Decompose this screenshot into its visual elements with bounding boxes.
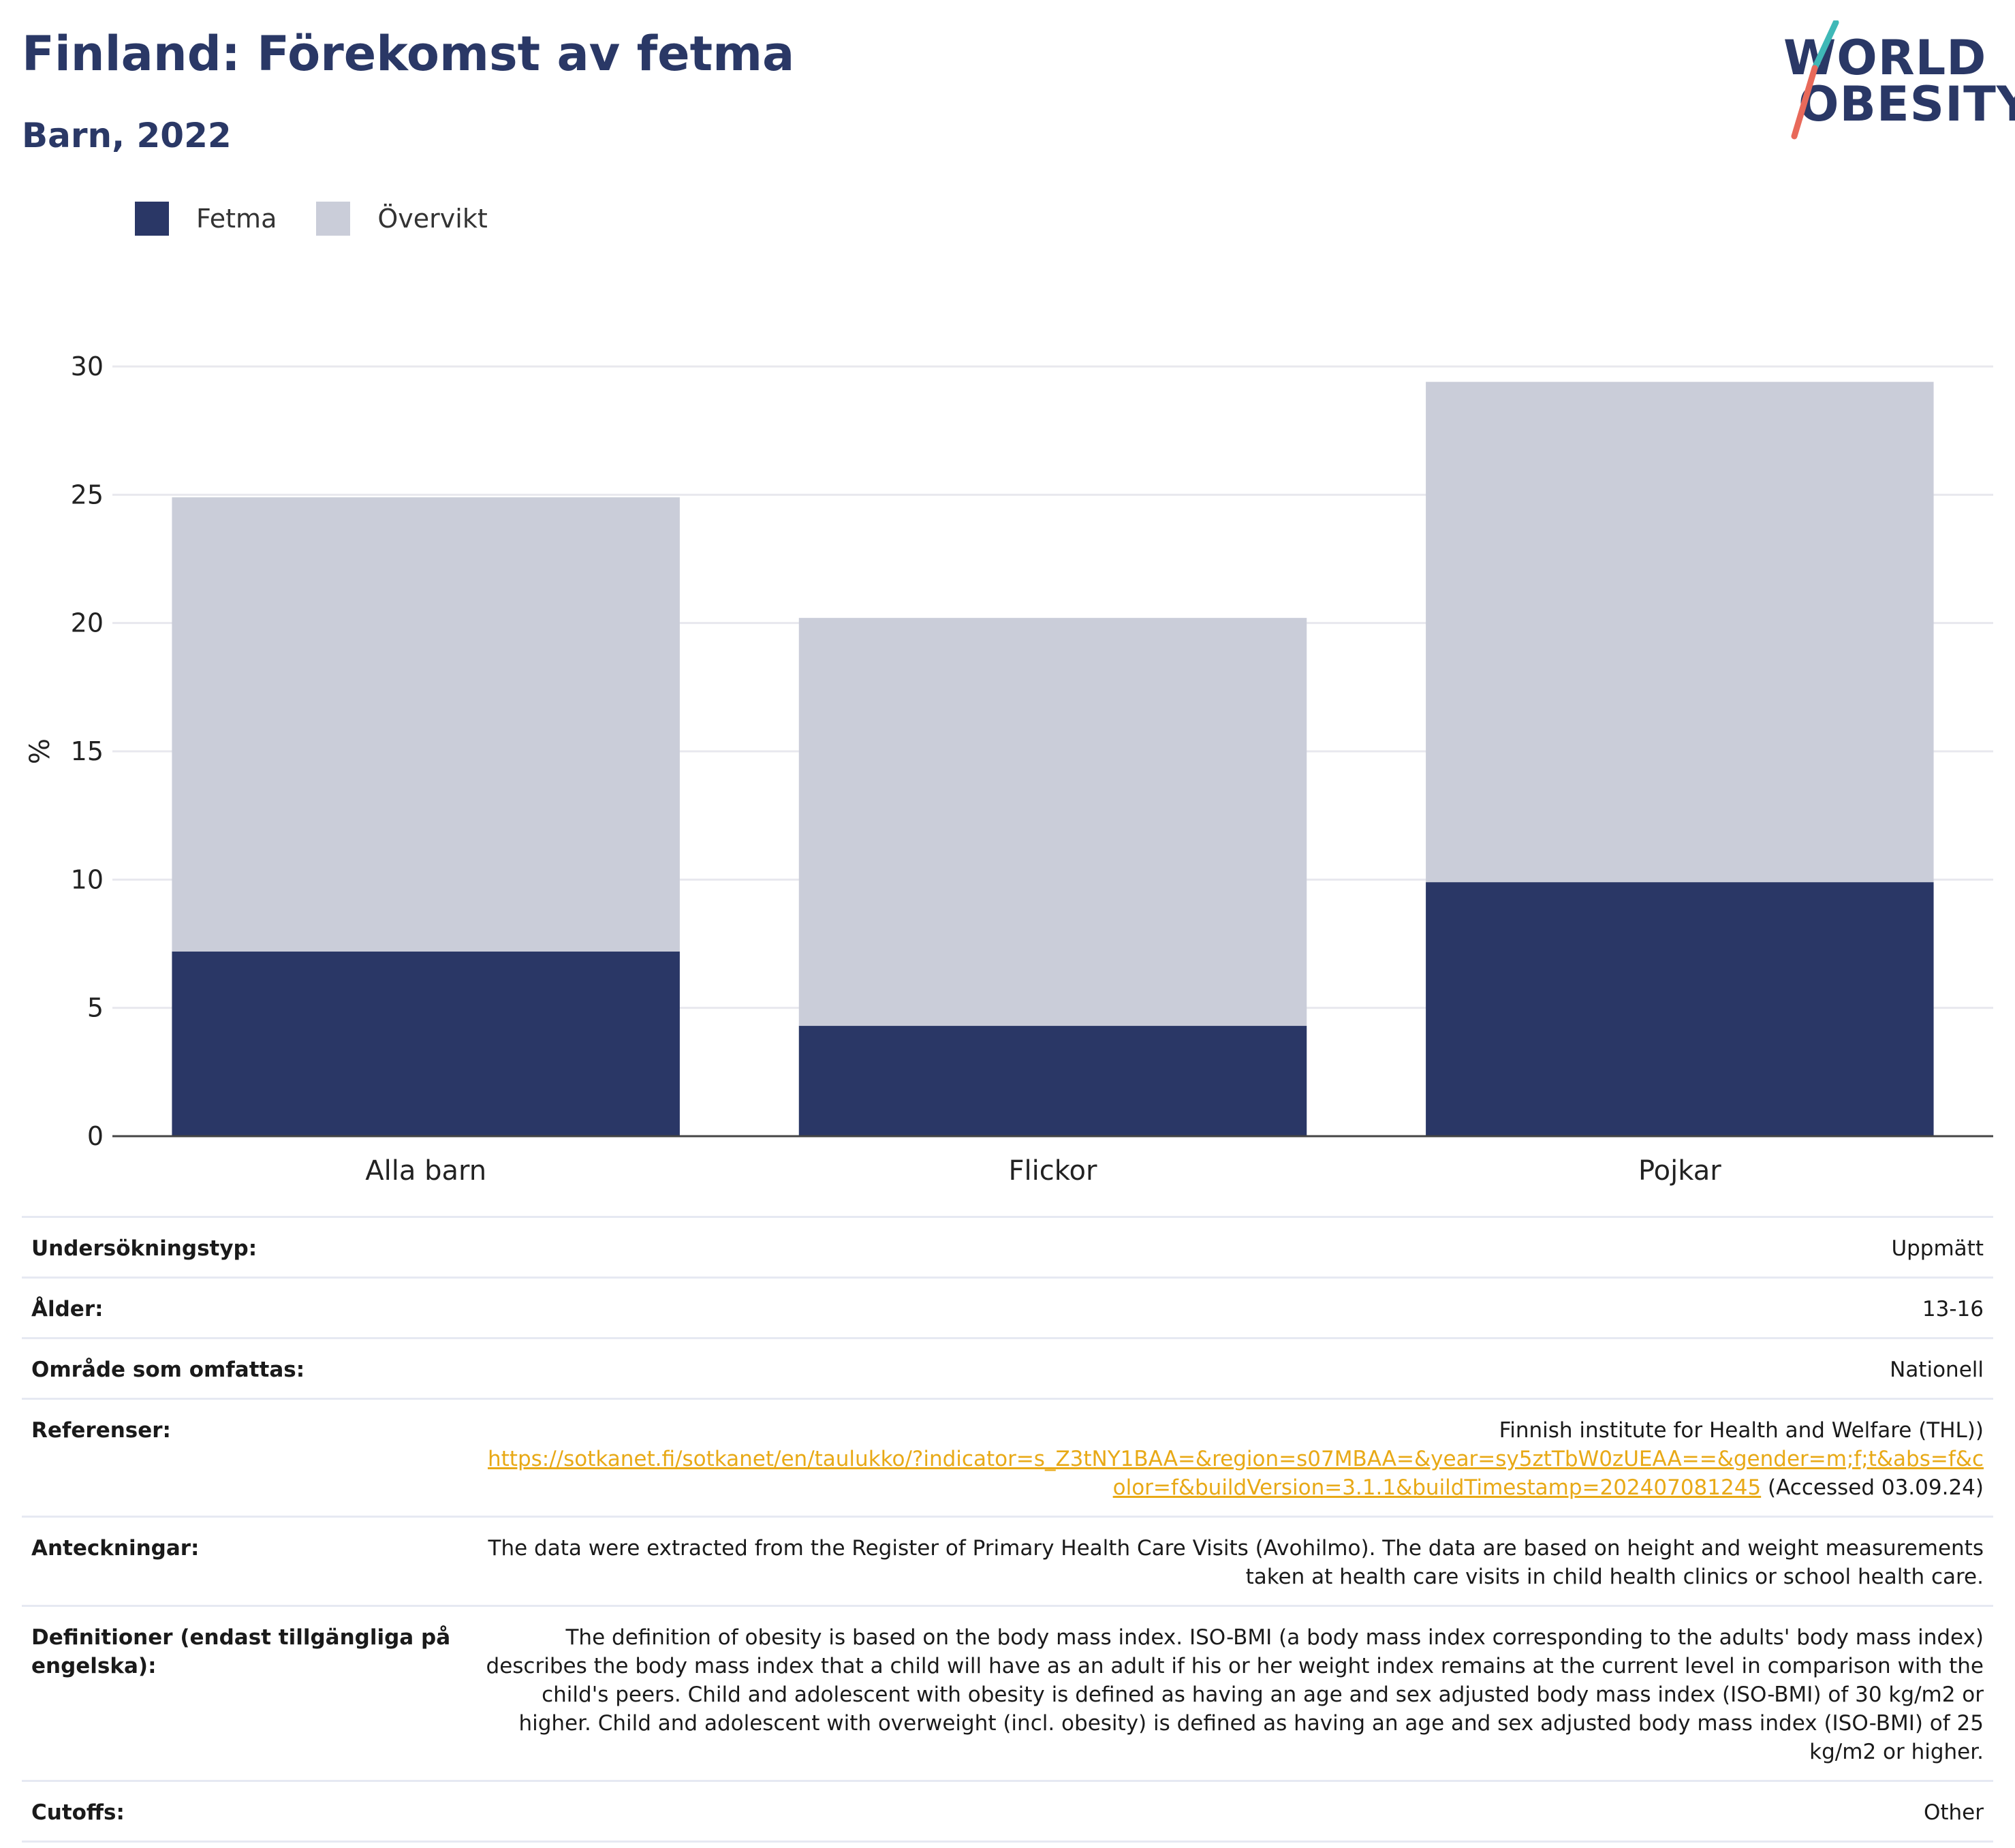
y-axis-label: % xyxy=(25,738,56,764)
legend-swatch-fetma xyxy=(135,202,169,236)
meta-value: The data were extracted from the Registe… xyxy=(488,1536,1984,1589)
meta-label: Ålder: xyxy=(31,1297,104,1321)
axes: 0 5 10 15 20 25 30% Alla barn Flickor Pojkar xyxy=(25,351,1993,1187)
y-tick-label: 10 xyxy=(71,864,104,894)
meta-row-notes: Anteckningar: The data were extracted fr… xyxy=(22,1516,1993,1605)
meta-value: 13-16 xyxy=(1922,1297,1984,1321)
meta-label: Definitioner (endast tillgängliga på eng… xyxy=(31,1625,451,1678)
x-tick-label: Pojkar xyxy=(1638,1155,1721,1187)
meta-value: Finnish institute for Health and Welfare… xyxy=(454,1416,1984,1502)
logo-text-obesity: OBESITY xyxy=(1798,76,2015,132)
bar-overvikt-1[interactable] xyxy=(798,618,1307,1027)
meta-row-cutoffs: Cutoffs: Other xyxy=(22,1780,1993,1843)
x-tick-label: Alla barn xyxy=(365,1155,486,1187)
meta-label: Område som omfattas: xyxy=(31,1358,305,1382)
metadata-table: Undersökningstyp: Uppmätt Ålder: 13-16 O… xyxy=(22,1216,1993,1843)
reference-accessed: (Accessed 03.09.24) xyxy=(1761,1475,1984,1500)
meta-row-survey-type: Undersökningstyp: Uppmätt xyxy=(22,1216,1993,1277)
chart-title: Finland: Förekomst av fetma xyxy=(22,26,795,82)
meta-row-references: Referenser: Finnish institute for Health… xyxy=(22,1398,1993,1516)
meta-label: Anteckningar: xyxy=(31,1536,200,1561)
meta-row-coverage: Område som omfattas: Nationell xyxy=(22,1337,1993,1398)
y-tick-label: 15 xyxy=(71,736,104,766)
meta-value: Nationell xyxy=(1890,1358,1984,1382)
meta-value: The definition of obesity is based on th… xyxy=(486,1625,1984,1764)
meta-row-age: Ålder: 13-16 xyxy=(22,1277,1993,1337)
bar-fetma-2[interactable] xyxy=(1426,882,1934,1136)
legend-item-fetma[interactable]: Fetma xyxy=(135,202,277,236)
chart-legend: Fetma Övervikt xyxy=(135,202,527,236)
meta-label: Undersökningstyp: xyxy=(31,1236,257,1261)
legend-label-fetma: Fetma xyxy=(196,204,277,234)
reference-link[interactable]: https://sotkanet.fi/sotkanet/en/taulukko… xyxy=(487,1447,1984,1500)
world-obesity-logo: WORLD OBESITY xyxy=(1771,20,2015,143)
y-tick-label: 30 xyxy=(71,351,104,381)
y-tick-label: 25 xyxy=(71,480,104,510)
y-tick-label: 5 xyxy=(87,993,104,1023)
chart-subtitle: Barn, 2022 xyxy=(22,116,232,155)
meta-label: Referenser: xyxy=(31,1418,171,1443)
bar-overvikt-0[interactable] xyxy=(172,497,680,952)
meta-value: Uppmätt xyxy=(1891,1236,1984,1261)
bar-chart: 0 5 10 15 20 25 30% Alla barn Flickor Pojkar xyxy=(25,351,1993,1187)
legend-item-overvikt[interactable]: Övervikt xyxy=(316,202,488,236)
meta-label: Cutoffs: xyxy=(31,1800,125,1825)
x-tick-label: Flickor xyxy=(1009,1155,1097,1187)
bar-fetma-0[interactable] xyxy=(172,951,680,1136)
y-tick-label: 20 xyxy=(71,608,104,638)
legend-swatch-overvikt xyxy=(316,202,351,236)
logo-slash-icon xyxy=(1791,20,1839,140)
bar-fetma-1[interactable] xyxy=(798,1026,1307,1136)
y-tick-label: 0 xyxy=(87,1121,104,1151)
reference-source: Finnish institute for Health and Welfare… xyxy=(1499,1418,1984,1443)
bar-overvikt-2[interactable] xyxy=(1426,381,1934,883)
meta-value: Other xyxy=(1923,1800,1984,1825)
legend-label-overvikt: Övervikt xyxy=(377,204,488,234)
bars xyxy=(172,381,1934,1136)
meta-row-definitions: Definitioner (endast tillgängliga på eng… xyxy=(22,1605,1993,1780)
